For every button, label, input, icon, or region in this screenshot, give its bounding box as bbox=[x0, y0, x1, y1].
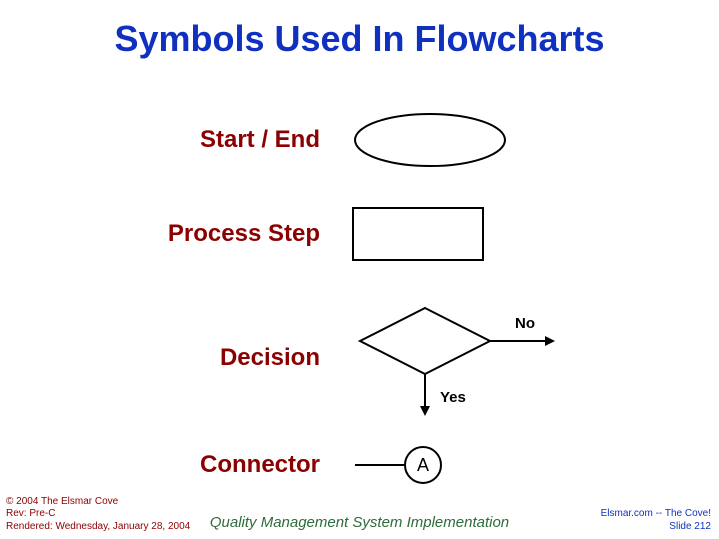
label-decision: Decision bbox=[0, 344, 350, 372]
shape-start-end bbox=[350, 110, 650, 170]
connector-letter: A bbox=[417, 455, 429, 475]
row-decision: Decision No Yes bbox=[0, 298, 719, 418]
ellipse-symbol bbox=[350, 110, 510, 170]
symbol-rows: Start / End Process Step Decision No bbox=[0, 110, 719, 522]
shape-decision: No Yes bbox=[350, 298, 650, 418]
label-process: Process Step bbox=[0, 220, 350, 248]
row-start-end: Start / End bbox=[0, 110, 719, 170]
footer-site: Elsmar.com -- The Cove! bbox=[601, 508, 711, 521]
label-connector: Connector bbox=[0, 451, 350, 479]
connector-symbol: A bbox=[350, 442, 490, 488]
footer-slide: Slide 212 bbox=[601, 521, 711, 534]
row-connector: Connector A bbox=[0, 442, 719, 488]
footer-right: Elsmar.com -- The Cove! Slide 212 bbox=[601, 508, 711, 533]
shape-connector: A bbox=[350, 442, 650, 488]
footer-copyright: © 2004 The Elsmar Cove bbox=[6, 496, 190, 509]
decision-yes-label: Yes bbox=[440, 389, 466, 406]
row-process: Process Step bbox=[0, 204, 719, 264]
label-start-end: Start / End bbox=[0, 126, 350, 154]
slide-footer: © 2004 The Elsmar Cove Rev: Pre-C Render… bbox=[0, 489, 719, 539]
diamond-symbol: No Yes bbox=[350, 298, 580, 418]
shape-process bbox=[350, 204, 650, 264]
slide-title: Symbols Used In Flowcharts bbox=[0, 0, 719, 60]
rect-symbol bbox=[350, 204, 490, 264]
decision-no-label: No bbox=[515, 315, 535, 332]
